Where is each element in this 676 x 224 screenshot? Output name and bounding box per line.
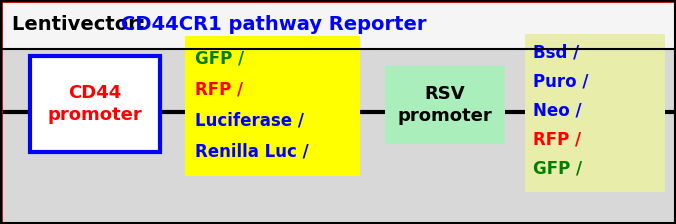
Text: Renilla Luc /: Renilla Luc /	[195, 142, 309, 160]
Text: Neo /: Neo /	[533, 101, 581, 119]
Text: RSV
promoter: RSV promoter	[397, 85, 492, 125]
Bar	[385, 66, 505, 144]
Text: RFP /: RFP /	[195, 80, 243, 98]
Text: GFP /: GFP /	[533, 159, 582, 177]
Text: Bsd /: Bsd /	[533, 43, 579, 61]
Text: RFP /: RFP /	[533, 130, 581, 148]
Text: CD44CR1 pathway Reporter: CD44CR1 pathway Reporter	[121, 15, 427, 34]
Bar	[1, 49, 675, 223]
Bar	[185, 36, 360, 176]
Text: Puro /: Puro /	[533, 72, 589, 90]
Text: GFP /: GFP /	[195, 49, 244, 67]
Bar	[525, 34, 665, 192]
Text: CD44
promoter: CD44 promoter	[47, 84, 143, 124]
Text: Lentivector:: Lentivector:	[12, 15, 152, 34]
Bar	[1, 1, 675, 49]
Text: Luciferase /: Luciferase /	[195, 111, 304, 129]
Bar	[30, 56, 160, 152]
